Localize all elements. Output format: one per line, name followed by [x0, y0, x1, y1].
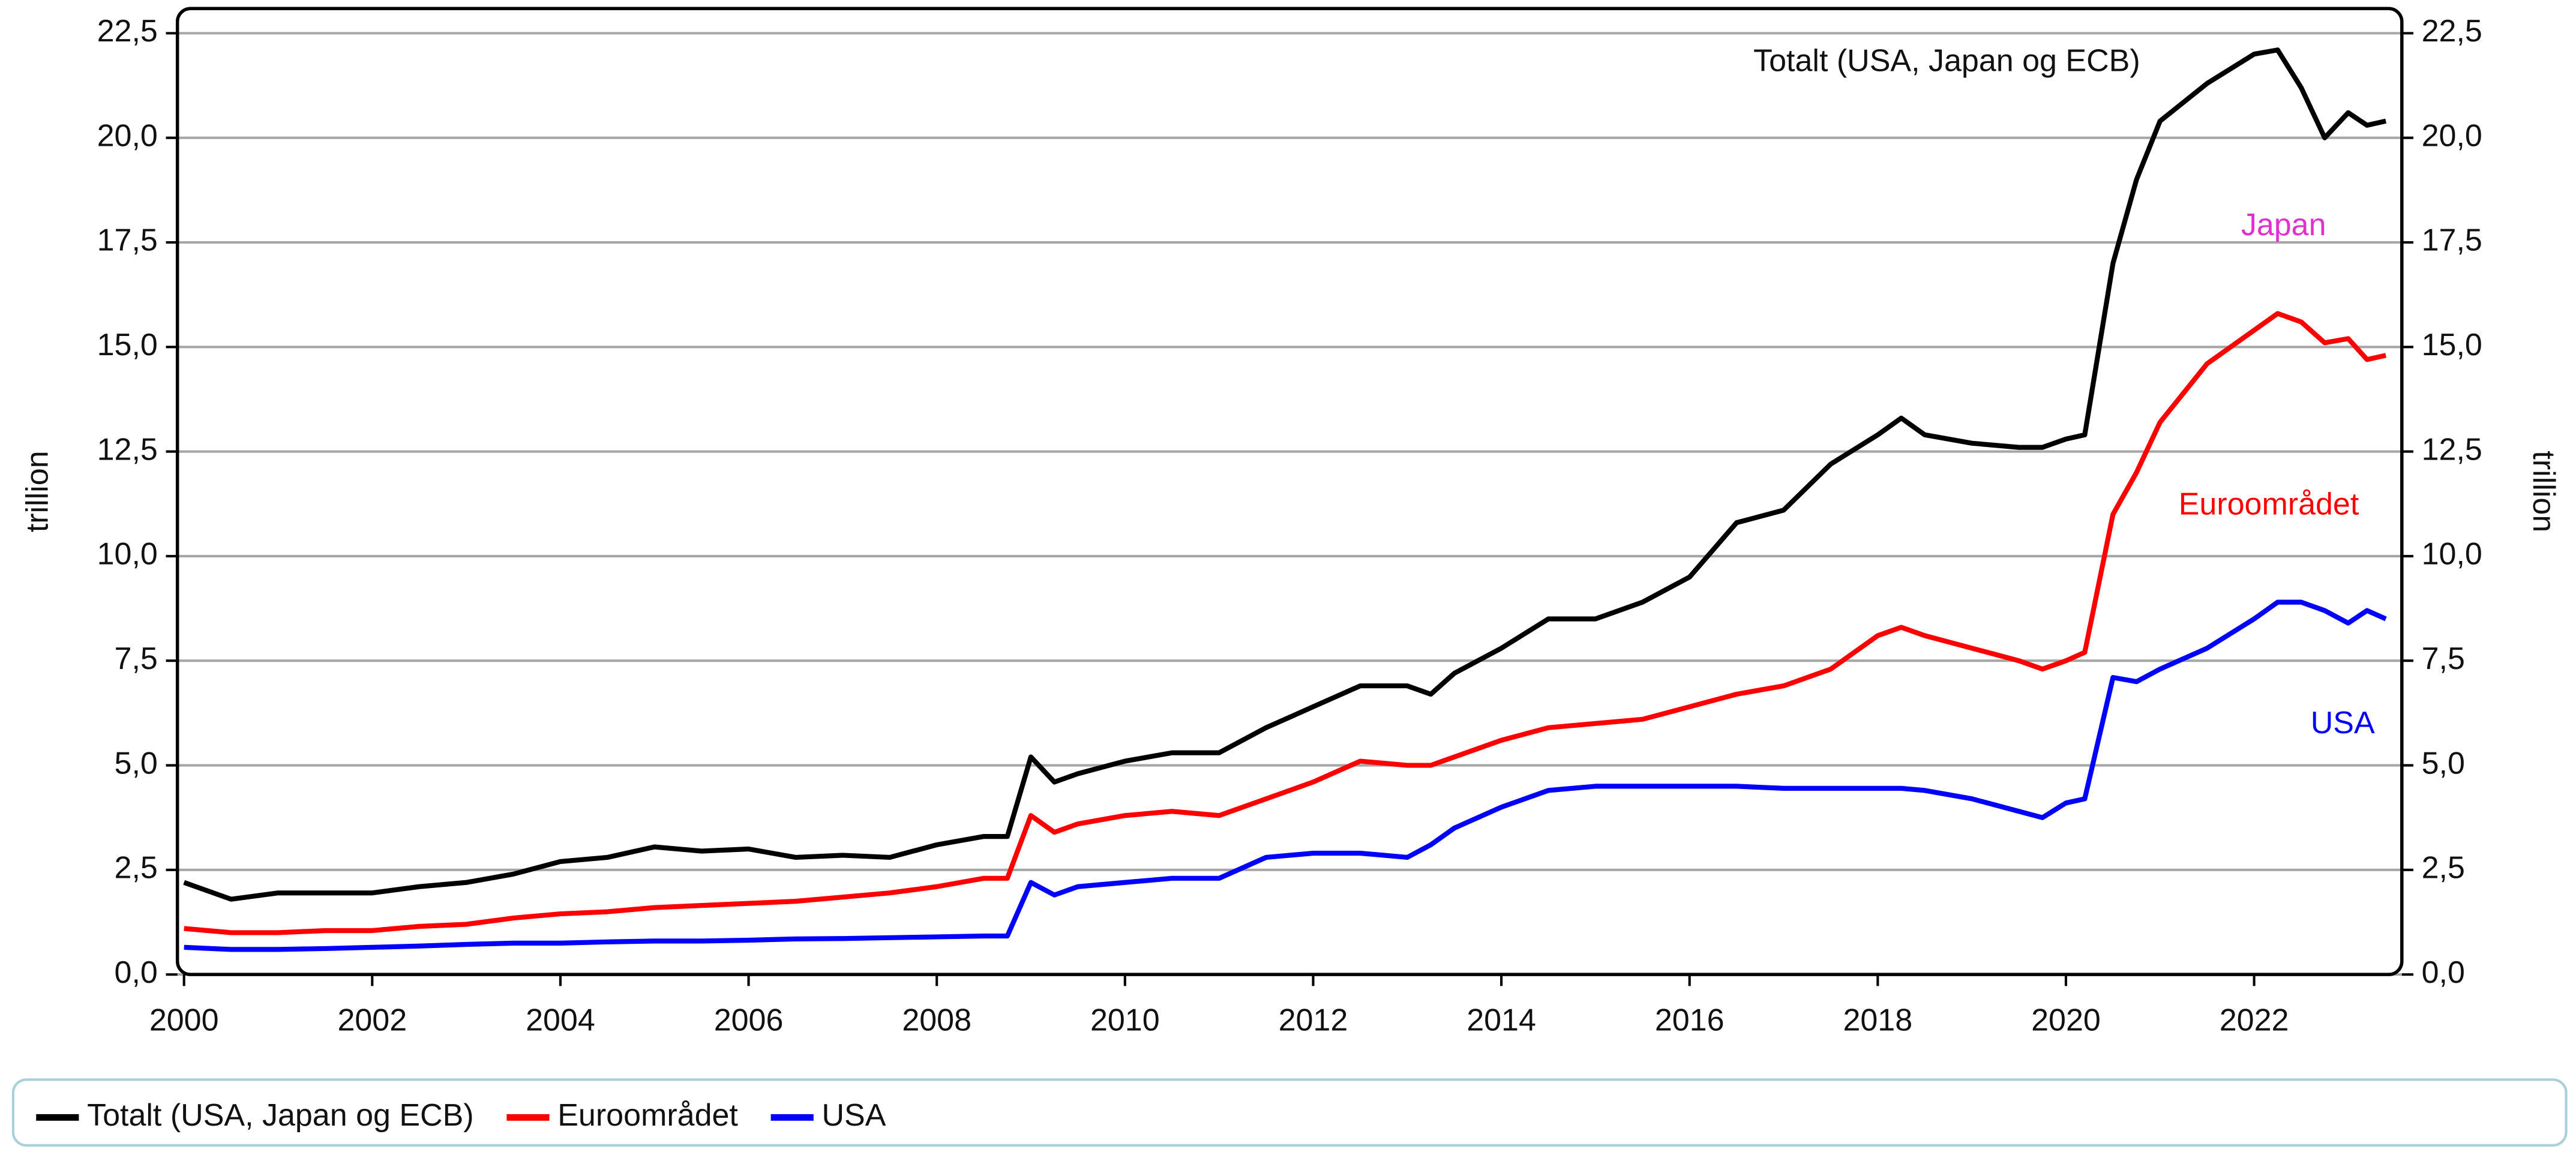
y2-tick-label: 22,5 [2422, 14, 2482, 49]
y2-tick-label: 17,5 [2422, 223, 2482, 258]
y2-tick-label: 10,0 [2422, 537, 2482, 572]
y-tick-label: 5,0 [115, 746, 158, 781]
y2-tick-label: 20,0 [2422, 118, 2482, 153]
x-tick-label: 2010 [1090, 1003, 1160, 1037]
y-tick-label: 2,5 [115, 851, 158, 886]
annotation-bg [1705, 40, 2195, 86]
x-tick-label: 2018 [1843, 1003, 1912, 1037]
plot-frame [175, 7, 2404, 976]
x-tick-label: 2002 [337, 1003, 407, 1037]
plot-area [177, 32, 2402, 976]
x-tick-label: 2004 [526, 1003, 595, 1037]
y-tick-label: 22,5 [97, 14, 158, 49]
legend-label: Euroområdet [557, 1098, 738, 1133]
legend-label: Totalt (USA, Japan og ECB) [87, 1098, 474, 1133]
x-tick-label: 2016 [1655, 1003, 1725, 1037]
y-tick-label: 0,0 [115, 955, 158, 990]
annotation: Japan [2241, 208, 2326, 242]
y2-axis-label: trillion [2526, 451, 2561, 532]
x-tick-label: 2020 [2031, 1003, 2101, 1037]
y2-tick-label: 0,0 [2422, 955, 2465, 990]
series-line [183, 47, 2387, 902]
y-axis-label: trillion [20, 451, 55, 532]
annotation: Euroområdet [2179, 487, 2359, 522]
annotation: USA [2311, 706, 2375, 740]
y2-tick-label: 2,5 [2422, 851, 2465, 886]
y-tick-label: 12,5 [97, 432, 158, 467]
y-tick-label: 17,5 [97, 223, 158, 258]
y-tick-label: 15,0 [97, 328, 158, 362]
x-tick-label: 2008 [902, 1003, 971, 1037]
x-tick-label: 2012 [1279, 1003, 1348, 1037]
x-tick-label: 2006 [714, 1003, 784, 1037]
legend-label: USA [821, 1098, 886, 1133]
y2-tick-label: 7,5 [2422, 641, 2465, 676]
y-tick-label: 20,0 [97, 118, 158, 153]
y2-tick-label: 15,0 [2422, 328, 2482, 362]
x-tick-label: 2014 [1467, 1003, 1536, 1037]
y-tick-label: 7,5 [115, 641, 158, 676]
x-tick-label: 2022 [2220, 1003, 2289, 1037]
legend-box [11, 1078, 2568, 1147]
y-tick-label: 10,0 [97, 537, 158, 572]
annotation: Totalt (USA, Japan og ECB) [1753, 43, 2140, 78]
series-line [184, 311, 2387, 935]
series-line [184, 599, 2387, 952]
y2-tick-label: 5,0 [2422, 746, 2465, 781]
x-tick-label: 2000 [149, 1003, 219, 1037]
y2-tick-label: 12,5 [2422, 432, 2482, 467]
